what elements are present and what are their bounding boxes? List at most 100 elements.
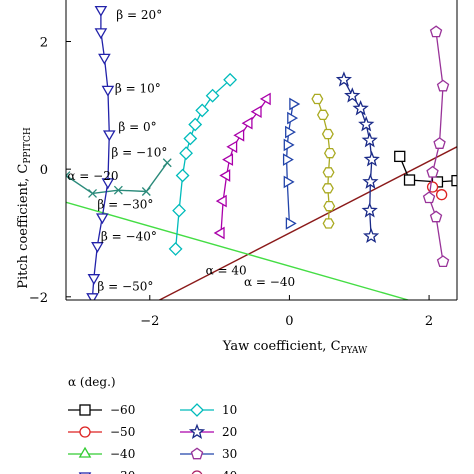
axes: −2 0 2 −2 0 2 [29,0,458,329]
legend-entry-2: −40 [68,446,135,461]
legend-swatch-marker [191,470,203,474]
data-point [322,218,335,229]
data-point [213,226,225,240]
annotation-7: β = −50° [97,279,153,293]
data-point [335,71,353,87]
data-point [362,173,379,189]
data-point [215,194,227,208]
data-point [222,153,234,166]
data-point [179,146,194,161]
legend-swatch-marker [78,446,92,458]
y-tick-label: 0 [40,163,48,178]
legend-label: 10 [222,403,237,417]
data-point [94,28,108,40]
data-point [101,178,115,190]
data-point [344,87,361,103]
data-point [175,168,190,183]
data-point [311,93,324,105]
annotation-5: β = −30° [97,198,153,212]
series-line [91,9,110,297]
legend-label: −50 [110,425,135,439]
data-point [321,183,334,194]
data-point [94,5,108,17]
legend-entry-6: 30 [180,447,237,461]
legend-entry-1: −50 [68,425,135,439]
data-point [205,88,220,103]
data-point [195,103,210,118]
data-point [285,217,297,230]
x-tick-label: −2 [140,314,159,329]
y-tick-label: 2 [40,35,48,50]
data-point [323,200,336,212]
data-point [433,137,446,149]
series-6 [282,97,301,230]
series-line [220,98,268,234]
data-point [322,167,335,178]
data-point [436,79,450,92]
reference-line-marker [162,158,172,168]
legend-label: −60 [110,403,135,417]
annotation-4: α = −20 [67,169,118,183]
x-axis-title: Yaw coefficient, CPYAW [222,339,368,356]
data-point [188,117,203,132]
annotation-2: β = 0° [118,120,156,134]
legend-label: 30 [222,447,237,461]
data-point [285,125,296,139]
data-point [403,174,416,186]
annotation-1: β = 10° [115,82,161,96]
data-point [426,181,439,193]
data-point [429,25,443,38]
legend-entry-4: 10 [180,403,237,417]
legend-swatch-marker [188,423,206,439]
data-point [101,85,115,97]
data-point [283,175,295,189]
data-point [316,109,329,121]
data-point [233,128,245,142]
x-tick-label: 2 [425,314,433,329]
legend-label: 40 [222,469,237,474]
series-4 [168,72,238,256]
legend-label: −30 [110,469,135,474]
data-point [287,111,299,125]
data-point [259,92,271,106]
series-7 [311,93,336,229]
data-point [361,202,378,218]
reference-line-1 [66,201,409,300]
data-point [282,153,294,166]
annotation-3: β = −10° [111,145,167,159]
data-point [183,131,198,146]
data-point [321,128,334,140]
data-point [168,241,183,256]
data-point [102,130,116,142]
legend-swatch-marker [190,447,204,460]
legend-entry-0: −60 [68,403,135,417]
data-point [394,150,406,163]
data-point [87,274,101,285]
data-point [363,150,380,167]
legend-swatch-marker [79,426,91,438]
data-point [358,115,375,132]
legend-label: −40 [110,447,135,461]
data-point [250,105,262,119]
reference-line-marker [141,187,151,196]
data-point [95,213,109,225]
legend-title: α (deg.) [68,375,116,389]
data-point [98,53,111,65]
series-5 [213,92,271,240]
data-point [223,72,238,87]
series-8 [335,71,380,244]
reference-line-0 [157,146,457,300]
data-point [352,100,369,116]
y-axis-title: Pitch coefficient, CPPITCH [16,127,33,289]
legend-swatch-marker [190,403,204,417]
data-point [86,293,99,300]
reference-line-marker [113,185,123,195]
data-point [429,210,443,223]
plot-area: β = 20° β = 10° β = 0° β = −10° α = −20 β = −… [66,5,457,300]
legend-swatch-marker [79,404,91,416]
data-point [172,203,187,218]
series-line [399,156,457,183]
annotation-6: β = −40° [101,230,157,244]
data-point [362,227,380,244]
data-point [283,138,295,152]
